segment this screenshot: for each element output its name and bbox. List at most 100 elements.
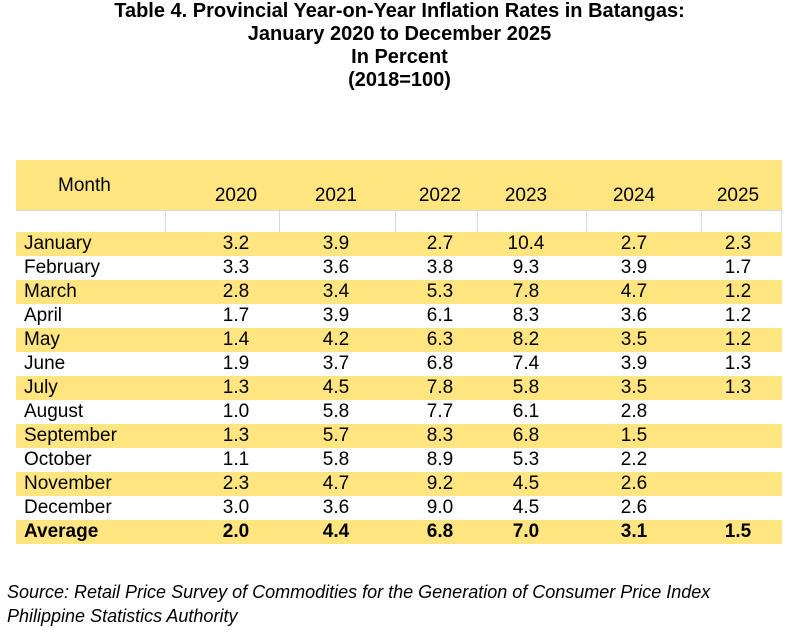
table-cell: 9.2 bbox=[426, 473, 454, 494]
title-line-3: In Percent bbox=[351, 46, 448, 68]
table-cell: 3.5 bbox=[620, 377, 648, 398]
table-cell: 1.1 bbox=[222, 449, 250, 470]
column-header-year: 2022 bbox=[418, 185, 462, 206]
table-row bbox=[16, 232, 782, 256]
table-cell: 2.8 bbox=[222, 281, 250, 302]
column-header-year: 2025 bbox=[716, 185, 760, 206]
table-cell: 4.7 bbox=[620, 281, 648, 302]
table-cell: 6.8 bbox=[512, 425, 540, 446]
table-cell: 1.0 bbox=[222, 401, 250, 422]
header-band bbox=[16, 160, 782, 210]
table-cell: 8.2 bbox=[512, 329, 540, 350]
table-cell: 7.4 bbox=[512, 353, 540, 374]
table-title: Table 4. Provincial Year-on-Year Inflati… bbox=[0, 0, 799, 92]
table-cell: 1.2 bbox=[724, 305, 752, 326]
table-row bbox=[16, 280, 782, 304]
table-cell: 8.3 bbox=[426, 425, 454, 446]
table-row bbox=[16, 496, 782, 520]
table-cell: 7.7 bbox=[426, 401, 454, 422]
blank-cell bbox=[16, 210, 166, 232]
row-label: August bbox=[24, 401, 84, 422]
table-cell: 3.6 bbox=[322, 497, 350, 518]
blank-cell bbox=[280, 210, 396, 232]
table-cell: 3.2 bbox=[222, 233, 250, 254]
table-cell: 3.5 bbox=[620, 329, 648, 350]
table-cell: 1.9 bbox=[222, 353, 250, 374]
table-cell: 10.4 bbox=[507, 233, 545, 254]
table-cell: 1.2 bbox=[724, 281, 752, 302]
table-cell: 4.5 bbox=[512, 473, 540, 494]
row-label: March bbox=[24, 281, 77, 302]
blank-cell bbox=[587, 210, 702, 232]
table-cell: 3.9 bbox=[620, 257, 648, 278]
row-label: April bbox=[24, 305, 63, 326]
average-row bbox=[16, 520, 782, 544]
table-cell: 9.3 bbox=[512, 257, 540, 278]
table-cell: 2.6 bbox=[620, 497, 648, 518]
table-cell: 5.8 bbox=[512, 377, 540, 398]
blank-cell bbox=[166, 210, 280, 232]
table-cell: 2.2 bbox=[620, 449, 648, 470]
row-label: December bbox=[24, 497, 112, 518]
source-line-2: Philippine Statistics Authority bbox=[7, 606, 238, 626]
average-cell: 3.1 bbox=[620, 521, 648, 542]
column-header-year: 2024 bbox=[612, 185, 656, 206]
table-row bbox=[16, 328, 782, 352]
table-cell: 5.3 bbox=[512, 449, 540, 470]
table-cell: 1.2 bbox=[724, 329, 752, 350]
average-cell: 7.0 bbox=[512, 521, 540, 542]
table-cell: 1.3 bbox=[222, 377, 250, 398]
table-cell: 7.8 bbox=[426, 377, 454, 398]
table-cell: 5.7 bbox=[322, 425, 350, 446]
row-label: May bbox=[24, 329, 60, 350]
column-header-year: 2021 bbox=[314, 185, 358, 206]
row-label: September bbox=[24, 425, 117, 446]
row-label: October bbox=[24, 449, 92, 470]
table-cell: 2.7 bbox=[426, 233, 454, 254]
row-label: February bbox=[24, 257, 101, 278]
table-cell: 3.0 bbox=[222, 497, 250, 518]
table-cell: 3.6 bbox=[322, 257, 350, 278]
table-cell: 4.5 bbox=[322, 377, 350, 398]
table-cell: 3.6 bbox=[620, 305, 648, 326]
table-cell: 6.3 bbox=[426, 329, 454, 350]
column-header-year: 2020 bbox=[214, 185, 258, 206]
table-cell: 4.2 bbox=[322, 329, 350, 350]
table-row bbox=[16, 304, 782, 328]
table-row bbox=[16, 352, 782, 376]
table-cell: 2.3 bbox=[724, 233, 752, 254]
table-cell: 1.7 bbox=[724, 257, 752, 278]
title-line-2: January 2020 to December 2025 bbox=[247, 23, 552, 45]
table-cell: 3.9 bbox=[322, 305, 350, 326]
table-cell: 3.3 bbox=[222, 257, 250, 278]
row-label: November bbox=[24, 473, 112, 494]
table-cell: 6.1 bbox=[512, 401, 540, 422]
row-label: June bbox=[24, 353, 66, 374]
row-label: July bbox=[24, 377, 58, 398]
blank-cell bbox=[478, 210, 587, 232]
table-cell: 3.8 bbox=[426, 257, 454, 278]
average-cell: 2.0 bbox=[222, 521, 250, 542]
average-cell: 4.4 bbox=[322, 521, 350, 542]
blank-cell bbox=[396, 210, 478, 232]
table-cell: 2.6 bbox=[620, 473, 648, 494]
table-cell: 1.4 bbox=[222, 329, 250, 350]
table-row bbox=[16, 472, 782, 496]
average-label: Average bbox=[24, 521, 99, 542]
table-cell: 4.5 bbox=[512, 497, 540, 518]
table-row bbox=[16, 448, 782, 472]
table-cell: 6.1 bbox=[426, 305, 454, 326]
table-cell: 1.7 bbox=[222, 305, 250, 326]
table-cell: 8.9 bbox=[426, 449, 454, 470]
table-cell: 1.3 bbox=[222, 425, 250, 446]
table-row bbox=[16, 376, 782, 400]
table-cell: 2.7 bbox=[620, 233, 648, 254]
table-cell: 5.8 bbox=[322, 449, 350, 470]
column-header-month: Month bbox=[58, 175, 111, 196]
table-cell: 2.3 bbox=[222, 473, 250, 494]
table-cell: 3.9 bbox=[322, 233, 350, 254]
table-cell: 3.4 bbox=[322, 281, 350, 302]
title-line-4: (2018=100) bbox=[348, 69, 451, 91]
table-cell: 6.8 bbox=[426, 353, 454, 374]
table-cell: 7.8 bbox=[512, 281, 540, 302]
